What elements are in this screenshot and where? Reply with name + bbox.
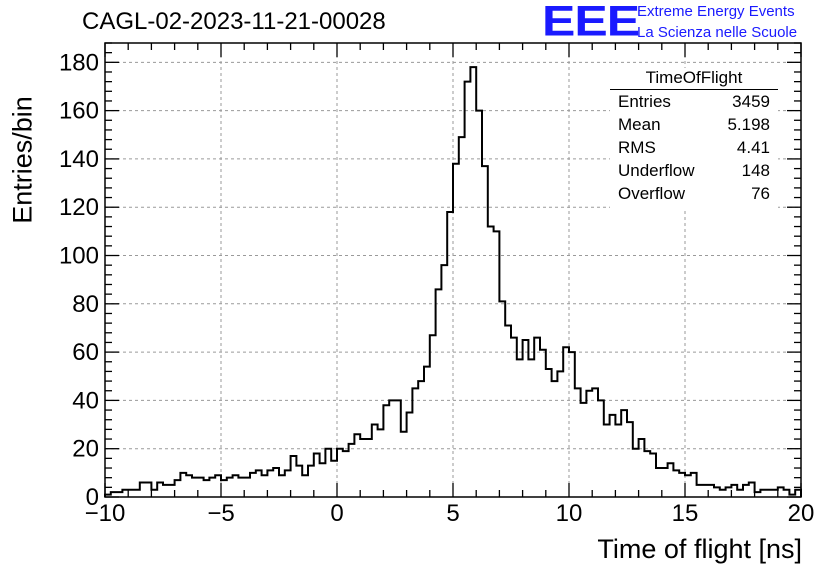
x-axis-label: Time of flight [ns] [597,534,802,564]
y-tick-label: 100 [59,243,99,270]
x-tick-label: −10 [85,500,126,527]
stats-key: Entries [618,92,671,111]
chart-title: CAGL-02-2023-11-21-00028 [82,8,386,35]
stats-value: 4.41 [736,138,770,157]
stats-value: 5.198 [727,115,770,134]
histogram-series [104,66,802,497]
y-tick-label: 20 [72,436,99,463]
x-tick-label: −5 [207,500,234,527]
y-tick-label: 60 [72,339,99,366]
stats-value: 3459 [732,92,770,111]
x-tick-label: 15 [672,500,699,527]
y-tick-label: 120 [59,194,99,221]
stats-title: TimeOfFlight [645,68,743,87]
logo-tagline-2: La Scienza nelle Scuole [637,24,798,41]
y-tick-label: 160 [59,98,99,125]
stats-key: RMS [618,138,656,157]
y-tick-label: 80 [72,291,99,318]
stats-key: Overflow [618,184,686,203]
y-tick-label: 40 [72,387,99,414]
stats-value: 76 [751,184,770,203]
y-tick-label: 0 [86,484,99,511]
stats-divider [610,89,778,90]
stats-key: Mean [618,115,661,134]
y-axis-label: Entries/bin [7,96,38,224]
y-tick-label: 140 [59,146,99,173]
stats-value: 148 [741,161,770,180]
y-tick-label: 180 [59,49,99,76]
x-tick-label: 0 [330,500,343,527]
y-axis-label-wrap: Entries/bin [8,96,38,224]
eee-logo: EEE [542,0,640,46]
x-tick-label: 5 [446,500,459,527]
x-tick-label: 20 [788,500,815,527]
x-tick-label: 10 [556,500,583,527]
stats-key: Underflow [618,161,695,180]
logo-tagline-1: Extreme Energy Events [637,3,795,20]
stats-box: TimeOfFlight Entries 3459 Mean 5.198 RMS… [610,68,778,210]
